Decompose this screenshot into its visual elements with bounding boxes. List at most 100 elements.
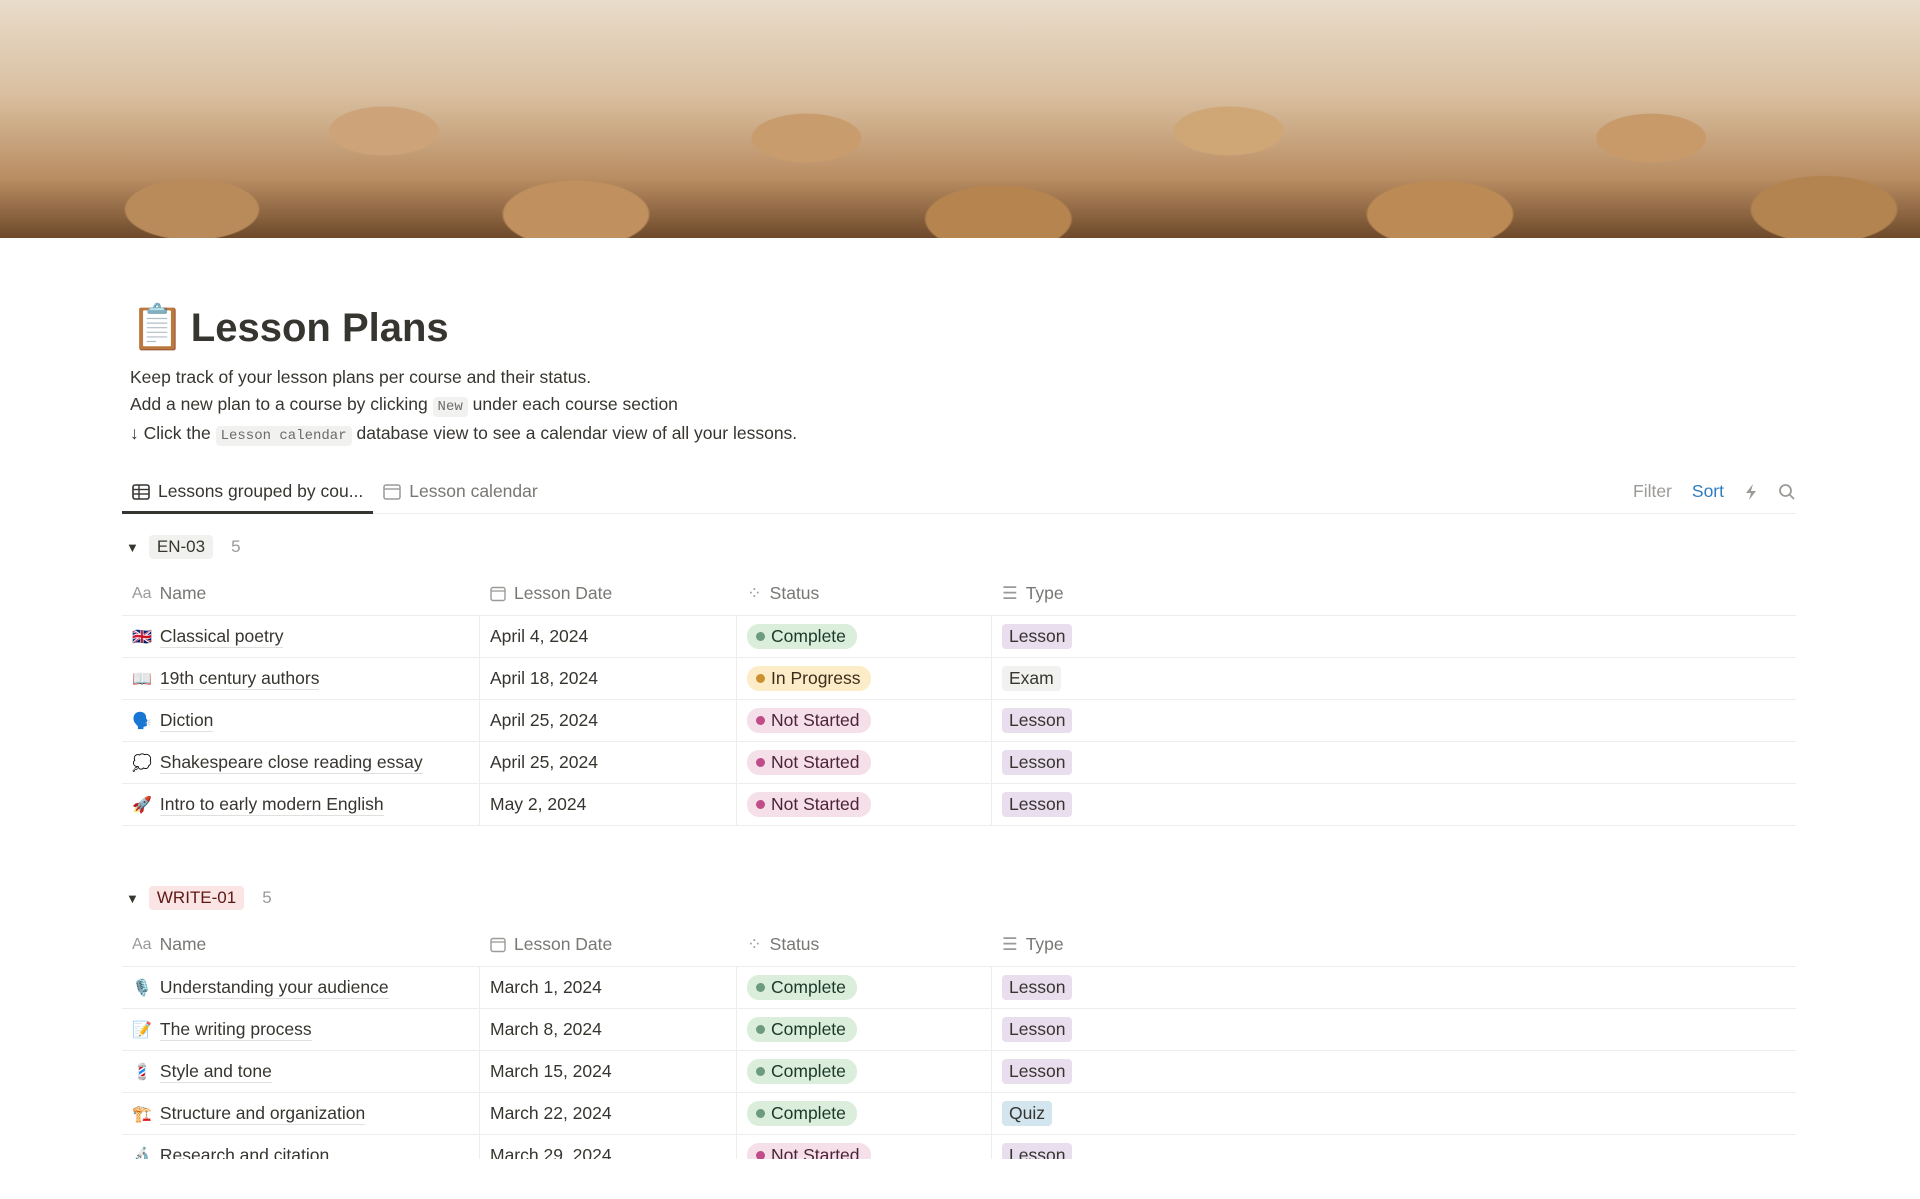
filter-button[interactable]: Filter (1633, 481, 1672, 501)
name-cell[interactable]: 🗣️ Diction (122, 700, 480, 741)
type-cell[interactable]: Lesson (992, 784, 1796, 825)
table-row[interactable]: 🎙️ Understanding your audience March 1, 2… (122, 967, 1796, 1009)
name-cell[interactable]: 🏗️ Structure and organization (122, 1093, 480, 1134)
lightning-icon[interactable] (1744, 483, 1758, 501)
type-cell[interactable]: Lesson (992, 1051, 1796, 1092)
table-row[interactable]: 🔬 Research and citation March 29, 2024 No… (122, 1135, 1796, 1159)
status-cell[interactable]: In Progress (737, 658, 992, 699)
sort-button[interactable]: Sort (1691, 481, 1724, 501)
page-emoji-icon: 📝 (132, 1021, 152, 1039)
type-cell[interactable]: Lesson (992, 967, 1796, 1008)
row-name[interactable]: Shakespeare close reading essay (159, 751, 423, 774)
status-property-icon: ⁘ (747, 583, 762, 603)
page-emoji-icon: 📖 (132, 670, 152, 688)
type-tag: Lesson (1002, 1059, 1073, 1084)
type-tag: Exam (1002, 666, 1061, 691)
tab-lesson-calendar[interactable]: Lesson calendar (373, 470, 547, 514)
row-name[interactable]: Research and citation (160, 1145, 329, 1160)
calendar-icon (490, 586, 506, 601)
status-cell[interactable]: Not Started (737, 784, 992, 825)
type-cell[interactable]: Lesson (992, 616, 1796, 657)
desc-text: under each course section (472, 393, 678, 414)
date-cell[interactable]: April 25, 2024 (480, 742, 737, 783)
status-label: Complete (771, 1019, 846, 1039)
type-cell[interactable]: Exam (992, 658, 1796, 699)
column-type[interactable]: ☰ Type (992, 583, 1796, 604)
column-date[interactable]: Lesson Date (480, 934, 737, 955)
status-cell[interactable]: Complete (737, 1009, 992, 1050)
type-cell[interactable]: Lesson (992, 700, 1796, 741)
tab-lessons-grouped[interactable]: Lessons grouped by cou... (122, 470, 374, 514)
type-cell[interactable]: Lesson (992, 1135, 1796, 1159)
text-property-icon: Aa (132, 584, 152, 602)
table-row[interactable]: 🗣️ Diction April 25, 2024 Not Started Les… (122, 700, 1796, 742)
row-name[interactable]: The writing process (159, 1018, 312, 1041)
row-name[interactable]: Structure and organization (159, 1102, 366, 1125)
clipboard-icon: 📋 (130, 303, 185, 352)
date-cell[interactable]: March 1, 2024 (480, 967, 737, 1008)
date-cell[interactable]: March 22, 2024 (480, 1093, 737, 1134)
name-cell[interactable]: 🚀 Intro to early modern English (122, 784, 480, 825)
collapse-toggle-icon[interactable]: ▼ (126, 890, 139, 906)
table-row[interactable]: 📝 The writing process March 8, 2024 Compl… (122, 1009, 1796, 1051)
date-cell[interactable]: March 8, 2024 (480, 1009, 737, 1050)
type-tag: Lesson (1002, 750, 1073, 775)
table-row[interactable]: 💈 Style and tone March 15, 2024 Complete … (122, 1051, 1796, 1093)
name-cell[interactable]: 📝 The writing process (122, 1009, 480, 1050)
status-cell[interactable]: Complete (737, 967, 992, 1008)
name-cell[interactable]: 📖 19th century authors (122, 658, 480, 699)
status-cell[interactable]: Complete (737, 616, 992, 657)
group-en-03: ▼ EN-03 5 Aa Name Lesson Date ⁘ Status ☰ Ty… (122, 530, 1796, 826)
status-badge: Complete (747, 975, 857, 1000)
date-cell[interactable]: May 2, 2024 (480, 784, 737, 825)
column-label: Lesson Date (514, 934, 613, 954)
name-cell[interactable]: 💈 Style and tone (122, 1051, 480, 1092)
status-dot-icon (756, 983, 765, 992)
table-row[interactable]: 🏗️ Structure and organization March 22, 2… (122, 1093, 1796, 1135)
date-cell[interactable]: April 18, 2024 (480, 658, 737, 699)
status-cell[interactable]: Not Started (737, 742, 992, 783)
name-cell[interactable]: 💭 Shakespeare close reading essay (122, 742, 480, 783)
text-property-icon: Aa (132, 935, 152, 953)
group-count: 5 (231, 537, 241, 556)
date-cell[interactable]: March 29, 2024 (480, 1135, 737, 1159)
column-name[interactable]: Aa Name (122, 583, 480, 604)
table-row[interactable]: 🚀 Intro to early modern English May 2, 20… (122, 784, 1796, 826)
row-name[interactable]: 19th century authors (159, 667, 320, 690)
status-cell[interactable]: Complete (737, 1093, 992, 1134)
row-name[interactable]: Understanding your audience (159, 976, 389, 999)
table-row[interactable]: 💭 Shakespeare close reading essay April 2… (122, 742, 1796, 784)
name-cell[interactable]: 🇬🇧 Classical poetry (122, 616, 480, 657)
row-name[interactable]: Diction (159, 709, 214, 732)
date-cell[interactable]: March 15, 2024 (480, 1051, 737, 1092)
table-row[interactable]: 🇬🇧 Classical poetry April 4, 2024 Complet… (122, 616, 1796, 658)
column-status[interactable]: ⁘ Status (737, 583, 992, 604)
status-cell[interactable]: Complete (737, 1051, 992, 1092)
status-label: Not Started (771, 1145, 860, 1159)
name-cell[interactable]: 🔬 Research and citation (122, 1135, 480, 1159)
tab-label: Lesson calendar (409, 481, 538, 501)
column-type[interactable]: ☰ Type (992, 934, 1796, 955)
column-status[interactable]: ⁘ Status (737, 934, 992, 955)
date-cell[interactable]: April 25, 2024 (480, 700, 737, 741)
status-label: Complete (771, 626, 846, 646)
status-cell[interactable]: Not Started (737, 700, 992, 741)
type-cell[interactable]: Quiz (992, 1093, 1796, 1134)
row-name[interactable]: Intro to early modern English (159, 793, 384, 816)
status-cell[interactable]: Not Started (737, 1135, 992, 1159)
status-badge: In Progress (747, 666, 872, 691)
date-cell[interactable]: April 4, 2024 (480, 616, 737, 657)
column-name[interactable]: Aa Name (122, 934, 480, 955)
type-cell[interactable]: Lesson (992, 742, 1796, 783)
column-date[interactable]: Lesson Date (480, 583, 737, 604)
collapse-toggle-icon[interactable]: ▼ (126, 539, 139, 555)
status-dot-icon (756, 800, 765, 809)
type-cell[interactable]: Lesson (992, 1009, 1796, 1050)
row-name[interactable]: Style and tone (159, 1060, 272, 1083)
row-name[interactable]: Classical poetry (159, 625, 284, 648)
search-icon[interactable] (1778, 483, 1796, 501)
name-cell[interactable]: 🎙️ Understanding your audience (122, 967, 480, 1008)
type-tag: Quiz (1002, 1101, 1052, 1126)
table-row[interactable]: 📖 19th century authors April 18, 2024 In … (122, 658, 1796, 700)
status-badge: Not Started (747, 1143, 871, 1159)
